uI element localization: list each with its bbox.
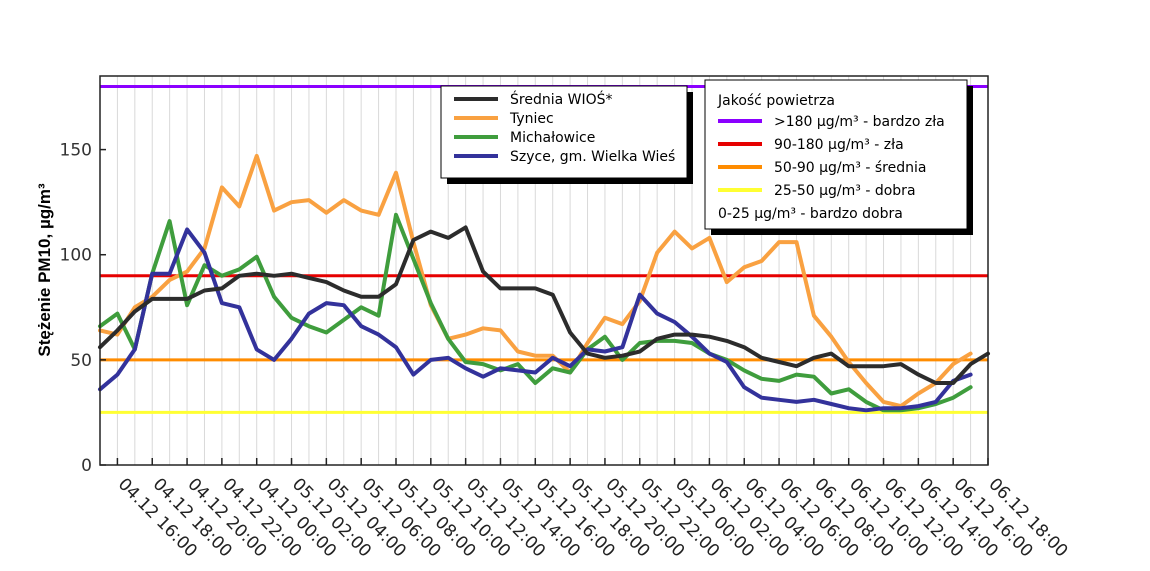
- series-line: [98, 212, 973, 413]
- legend-label: 25-50 µg/m³ - dobra: [774, 183, 916, 199]
- quality-legend-box: [704, 79, 968, 230]
- legend-label: Szyce, gm. Wielka Wieś: [510, 149, 675, 165]
- series-lines: [98, 153, 990, 413]
- legend-label: 90-180 µg/m³ - zła: [774, 137, 904, 153]
- y-tick-label: 150: [60, 141, 92, 161]
- y-tick-label: 100: [60, 246, 92, 266]
- series-legend: Średnia WIOŚ* Tyniec Michałowice Szyce, gm.…: [440, 85, 693, 184]
- y-tick-label: 50: [70, 351, 92, 371]
- legend-label: Średnia WIOŚ*: [510, 90, 613, 108]
- legend-label: Michałowice: [510, 130, 595, 146]
- series-line: [98, 153, 973, 409]
- legend-label: Tyniec: [509, 111, 554, 127]
- y-axis-label: Stężenie PM10, µg/m³: [35, 183, 54, 357]
- quality-legend-footer: 0-25 µg/m³ - bardzo dobra: [718, 206, 903, 222]
- y-axis: 0 50 100 150: [60, 141, 106, 476]
- series-legend-box: [440, 85, 688, 179]
- quality-legend: Jakość powietrza >180 µg/m³ - bardzo zła…: [704, 79, 973, 235]
- y-tick-label: 0: [81, 456, 92, 476]
- legend-label: 50-90 µg/m³ - średnia: [774, 160, 926, 176]
- quality-legend-title: Jakość powietrza: [717, 93, 835, 109]
- series-line: [98, 227, 973, 413]
- legend-label: >180 µg/m³ - bardzo zła: [774, 114, 945, 130]
- plot-frame: [99, 75, 989, 466]
- series-line: [98, 225, 990, 385]
